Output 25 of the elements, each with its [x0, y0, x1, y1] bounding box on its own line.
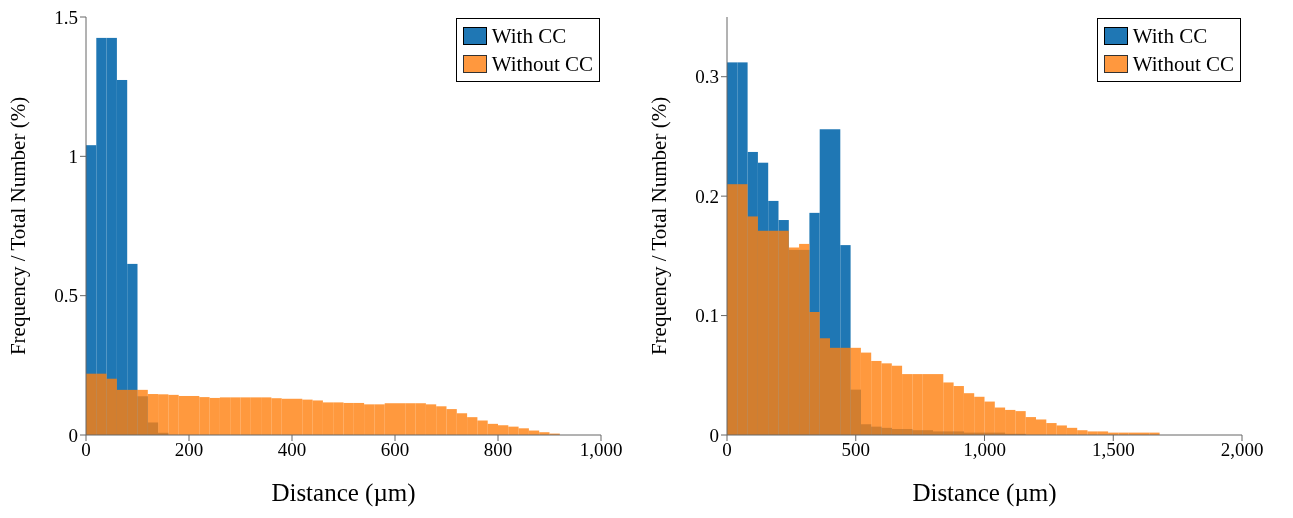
x-tick-label: 1,000: [963, 439, 1006, 461]
y-tick-label: 0.3: [695, 66, 719, 88]
legend-label: Without CC: [491, 51, 593, 78]
y-tick-label: 0.5: [54, 285, 78, 307]
y-tick-label: 0.2: [695, 185, 719, 207]
x-tick-label: 200: [174, 439, 204, 461]
x-tick-label: 600: [380, 439, 410, 461]
legend-label: Without CC: [1132, 51, 1234, 78]
x-tick-label: 1,500: [1091, 439, 1135, 461]
x-tick-label: 400: [277, 439, 307, 461]
x-tick-label: 500: [841, 439, 870, 461]
y-axis-title: Frequency / Total Number (%): [647, 96, 672, 356]
y-tick-label: 0: [68, 424, 78, 446]
legend-label: With CC: [491, 23, 567, 50]
x-tick-label: 1,000: [579, 439, 623, 461]
x-tick-label: 2,000: [1220, 439, 1264, 461]
y-tick-label: 0: [709, 424, 719, 446]
x-tick-label: 800: [483, 439, 513, 461]
y-tick-label: 1: [68, 146, 78, 168]
y-tick-label: 1.5: [54, 6, 78, 28]
y-axis-title: Frequency / Total Number (%): [6, 96, 31, 356]
x-axis-title: Distance (µm): [271, 479, 416, 507]
legend-label: With CC: [1132, 23, 1208, 50]
x-axis-title: Distance (µm): [912, 479, 1057, 507]
y-tick-label: 0.1: [695, 305, 719, 327]
